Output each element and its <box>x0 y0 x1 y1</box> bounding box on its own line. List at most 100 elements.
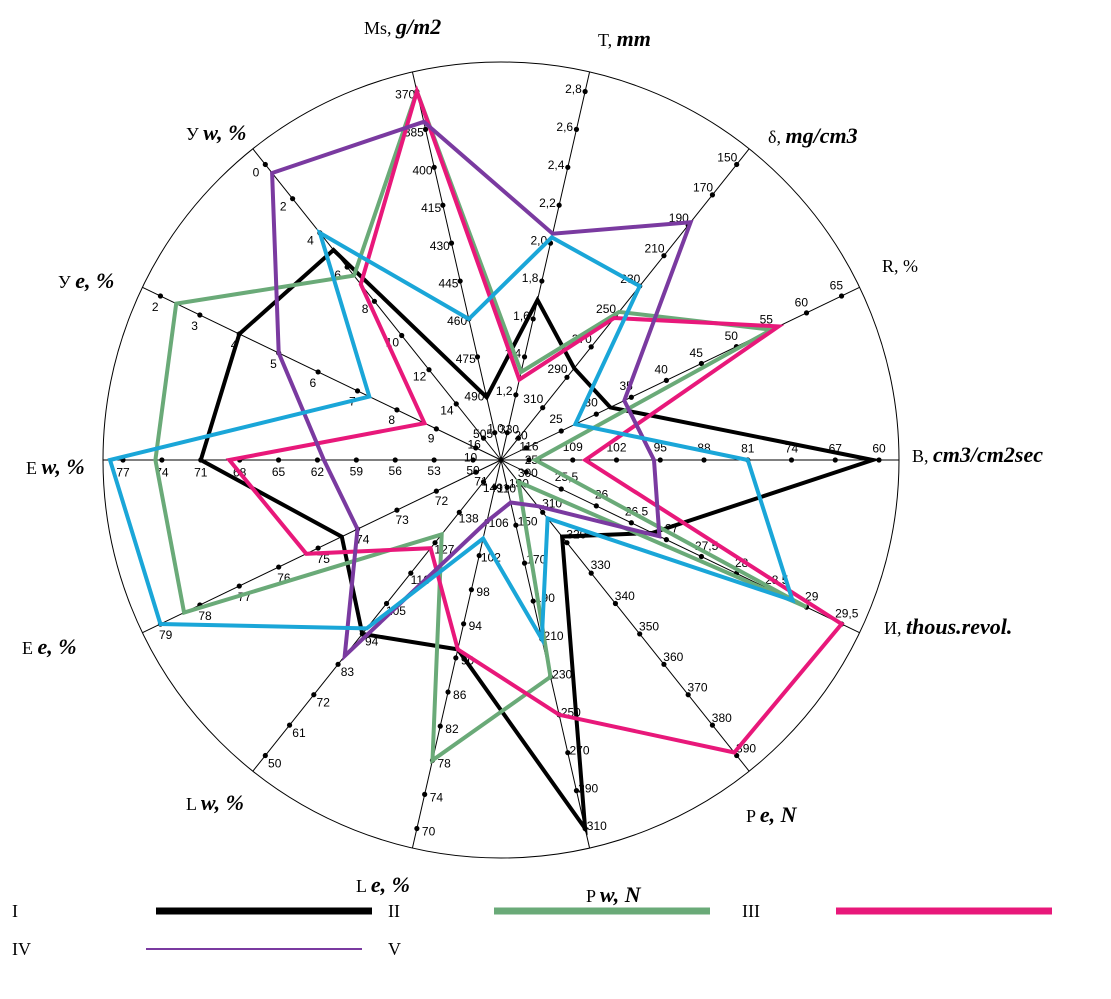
axis-tick-label: 9 <box>428 432 435 446</box>
axis-tick-dot <box>788 457 795 463</box>
axis-title: У e, % <box>58 268 114 293</box>
axis-tick-dot <box>593 503 599 509</box>
axis-tick-label: 79 <box>159 628 173 642</box>
axis-tick-label: 26,5 <box>625 504 649 518</box>
axis-tick-dot <box>613 457 620 463</box>
axis-tick-label: 475 <box>456 352 476 366</box>
axis-tick-dot <box>663 537 669 543</box>
axis-tick-label: 62 <box>311 465 325 479</box>
axis-tick-dot <box>335 661 341 667</box>
axis-tick-dot <box>612 600 619 607</box>
axis-title: И, thous.revol. <box>884 614 1012 639</box>
axis-title-unit: % <box>903 256 918 276</box>
axis-title-unit: w, % <box>42 454 85 479</box>
axis-tick-dot <box>197 312 203 318</box>
axis-title: P w, N <box>586 882 642 907</box>
axis-tick-label: 77 <box>116 465 130 479</box>
axis-tick-dot <box>573 788 580 794</box>
axis-tick-dot <box>734 161 740 168</box>
axis-tick-dot <box>315 545 321 551</box>
axis-tick-label: 14 <box>440 403 454 417</box>
axis-tick-label: 370 <box>395 87 415 101</box>
axis-title-prefix: δ, <box>768 127 785 147</box>
axis-tick-dot <box>437 723 443 729</box>
axis-tick-dot <box>663 377 669 383</box>
axis-tick-dot <box>565 750 571 756</box>
axis-tick-label: 61 <box>292 726 306 740</box>
axis-tick-label: 71 <box>194 465 208 479</box>
axis-tick-dot <box>392 457 398 463</box>
legend-label: I <box>12 901 18 921</box>
axis-tick-dot <box>661 661 667 667</box>
axis-line <box>252 148 502 461</box>
axis-tick-label: 94 <box>365 635 379 649</box>
axis-tick-dot <box>521 354 528 360</box>
axis-tick-dot <box>315 369 321 375</box>
axis-tick-label: 83 <box>341 665 355 679</box>
axis-tick-label: 210 <box>544 629 564 643</box>
chart-axes: 1161091029588817467602025303540455055606… <box>103 71 899 849</box>
axis-tick-dot <box>570 457 576 463</box>
axis-tick-dot <box>289 196 296 202</box>
axis-tick-label: 106 <box>489 516 509 530</box>
axis-tick-dot <box>492 430 498 436</box>
legend-label: III <box>742 901 760 921</box>
axis-tick-label: 45 <box>690 346 704 360</box>
axis-title: У w, % <box>186 120 246 145</box>
axis-tick-dot <box>523 445 529 451</box>
axis-tick-label: 1,0 <box>487 422 504 436</box>
axis-tick-label: 5 <box>270 357 277 371</box>
axis-tick-dot <box>515 435 522 441</box>
axis-tick-label: 250 <box>596 302 616 316</box>
axis-title: L e, % <box>356 872 410 897</box>
axis-tick-dot <box>539 278 545 284</box>
axis-title: δ, mg/cm3 <box>768 123 858 148</box>
axis-tick-label: 59 <box>350 465 364 479</box>
axis-tick-label: 70 <box>422 825 436 839</box>
axis-title-unit: e, % <box>75 268 114 293</box>
chart-series <box>107 84 881 836</box>
axis-tick-dot <box>433 426 439 432</box>
axis-title: T, mm <box>598 26 651 51</box>
axis-tick-label: 25 <box>549 412 563 426</box>
axis-tick-dot <box>838 293 845 299</box>
axis-tick-dot <box>513 522 519 528</box>
axis-tick-label: 370 <box>688 681 708 695</box>
axis-tick-dot <box>637 631 643 637</box>
axis-tick-label: 290 <box>548 362 568 376</box>
axis-tick-label: 86 <box>453 688 467 702</box>
axis-tick-dot <box>456 509 462 515</box>
axis-tick-dot <box>422 791 428 798</box>
axis-tick-dot <box>698 553 705 560</box>
axis-tick-dot <box>573 126 580 132</box>
axis-tick-dot <box>394 407 400 413</box>
axis-tick-dot <box>468 587 475 593</box>
axis-title-unit: e, % <box>38 634 77 659</box>
axis-tick-label: 2 <box>280 199 287 213</box>
axis-title: R, % <box>882 256 918 276</box>
series-line-V <box>107 228 796 646</box>
axis-title-prefix: У <box>186 124 203 144</box>
axis-tick-dot <box>414 825 420 832</box>
chart-axis-labels: B, cm3/cm2sec R, % δ, mg/cm3 T, mm Ms, g/m2 У… <box>22 14 1043 907</box>
axis-tick-label: 310 <box>587 819 607 833</box>
axis-tick-label: 4 <box>307 234 314 248</box>
axis-tick-label: 53 <box>427 464 441 478</box>
axis-tick-label: 72 <box>435 494 449 508</box>
legend-label: IV <box>12 939 31 959</box>
axis-tick-label: 1,8 <box>522 271 539 285</box>
axis-tick-label: 72 <box>317 696 331 710</box>
axis-title: Е w, % <box>26 454 85 479</box>
axis-title: P e, N <box>746 802 798 827</box>
axis-tick-dot <box>476 552 482 559</box>
axis-tick-label: 29,5 <box>835 607 859 621</box>
axis-tick-label: 230 <box>552 667 572 681</box>
axis-tick-dot <box>701 457 707 463</box>
axis-tick-label: 445 <box>438 277 458 291</box>
axis-tick-dot <box>540 509 546 515</box>
axis-tick-label: 2,2 <box>539 196 556 210</box>
axis-tick-dot <box>426 367 432 373</box>
axis-title-unit: mg/cm3 <box>785 123 857 148</box>
